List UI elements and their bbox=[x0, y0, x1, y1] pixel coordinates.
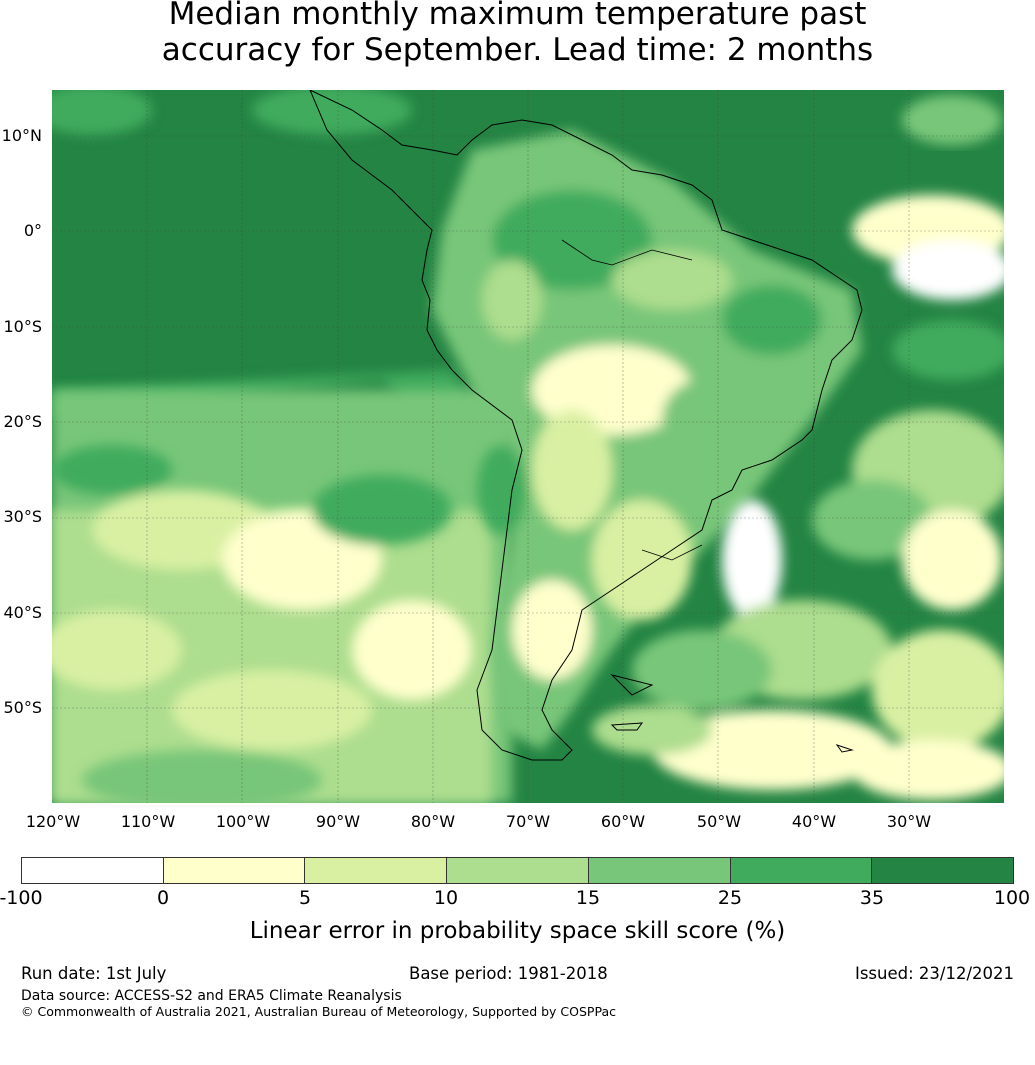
colorbar-tick: 15 bbox=[575, 887, 601, 909]
coastline bbox=[309, 90, 863, 761]
lon-label-90w: 90°W bbox=[315, 812, 361, 831]
lon-label-50w: 50°W bbox=[696, 812, 742, 831]
skill-map bbox=[52, 90, 1004, 803]
lat-label-20s: 20°S bbox=[3, 412, 42, 431]
lat-label-10n: 10°N bbox=[1, 126, 42, 145]
colorbar-label: Linear error in probability space skill … bbox=[249, 918, 786, 944]
colorbar-tick: 5 bbox=[298, 887, 312, 909]
colorbar-segment-2 bbox=[305, 858, 448, 883]
colorbar-segment-6 bbox=[872, 858, 1014, 883]
base-period: Base period: 1981-2018 bbox=[409, 964, 608, 983]
run-date: Run date: 1st July bbox=[21, 964, 167, 983]
map-panel bbox=[52, 90, 1004, 803]
lat-label-40s: 40°S bbox=[3, 603, 42, 622]
colorbar-tick: 35 bbox=[859, 887, 885, 909]
colorbar-segment-3 bbox=[447, 858, 589, 883]
map-title: Median monthly maximum temperature past … bbox=[0, 0, 1035, 68]
colorbar-tick: -100 bbox=[0, 887, 43, 909]
lat-label-10s: 10°S bbox=[3, 317, 42, 336]
colorbar-segment-1 bbox=[163, 858, 306, 883]
colorbar-tick: 100 bbox=[993, 887, 1031, 909]
copyright: © Commonwealth of Australia 2021, Austra… bbox=[21, 1004, 616, 1019]
graticule bbox=[52, 90, 1004, 803]
colorbar-tick: 25 bbox=[717, 887, 743, 909]
lon-label-80w: 80°W bbox=[410, 812, 456, 831]
lat-label-50s: 50°S bbox=[3, 698, 42, 717]
title-line-2: accuracy for September. Lead time: 2 mon… bbox=[161, 32, 874, 68]
lon-label-70w: 70°W bbox=[505, 812, 551, 831]
colorbar-tick: 10 bbox=[433, 887, 459, 909]
lat-label-0: 0° bbox=[23, 221, 42, 240]
lon-label-40w: 40°W bbox=[791, 812, 837, 831]
colorbar-segment-0 bbox=[22, 858, 164, 883]
colorbar-tick: 0 bbox=[156, 887, 170, 909]
data-source: Data source: ACCESS-S2 and ERA5 Climate … bbox=[21, 988, 402, 1004]
lon-label-60w: 60°W bbox=[600, 812, 646, 831]
lon-label-110w: 110°W bbox=[120, 812, 176, 831]
colorbar-segment-4 bbox=[588, 858, 731, 883]
lon-label-120w: 120°W bbox=[25, 812, 81, 831]
lon-label-100w: 100°W bbox=[215, 812, 271, 831]
colorbar-segment-5 bbox=[730, 858, 873, 883]
colorbar bbox=[21, 857, 1014, 884]
issued-date: Issued: 23/12/2021 bbox=[854, 964, 1014, 983]
lat-label-30s: 30°S bbox=[3, 507, 42, 526]
title-line-1: Median monthly maximum temperature past bbox=[168, 0, 867, 32]
lon-label-30w: 30°W bbox=[886, 812, 932, 831]
